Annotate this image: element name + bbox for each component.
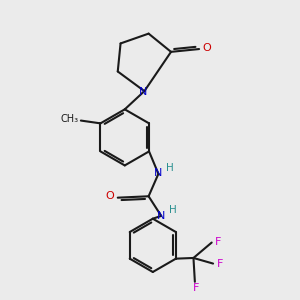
- Text: H: H: [169, 205, 177, 215]
- Text: N: N: [154, 168, 162, 178]
- Text: F: F: [215, 237, 221, 247]
- Text: H: H: [166, 163, 174, 173]
- Text: N: N: [139, 87, 147, 97]
- Text: F: F: [193, 283, 200, 293]
- Text: O: O: [106, 191, 114, 201]
- Text: F: F: [217, 259, 223, 269]
- Text: O: O: [202, 43, 211, 52]
- Text: CH₃: CH₃: [60, 114, 78, 124]
- Text: N: N: [157, 212, 165, 221]
